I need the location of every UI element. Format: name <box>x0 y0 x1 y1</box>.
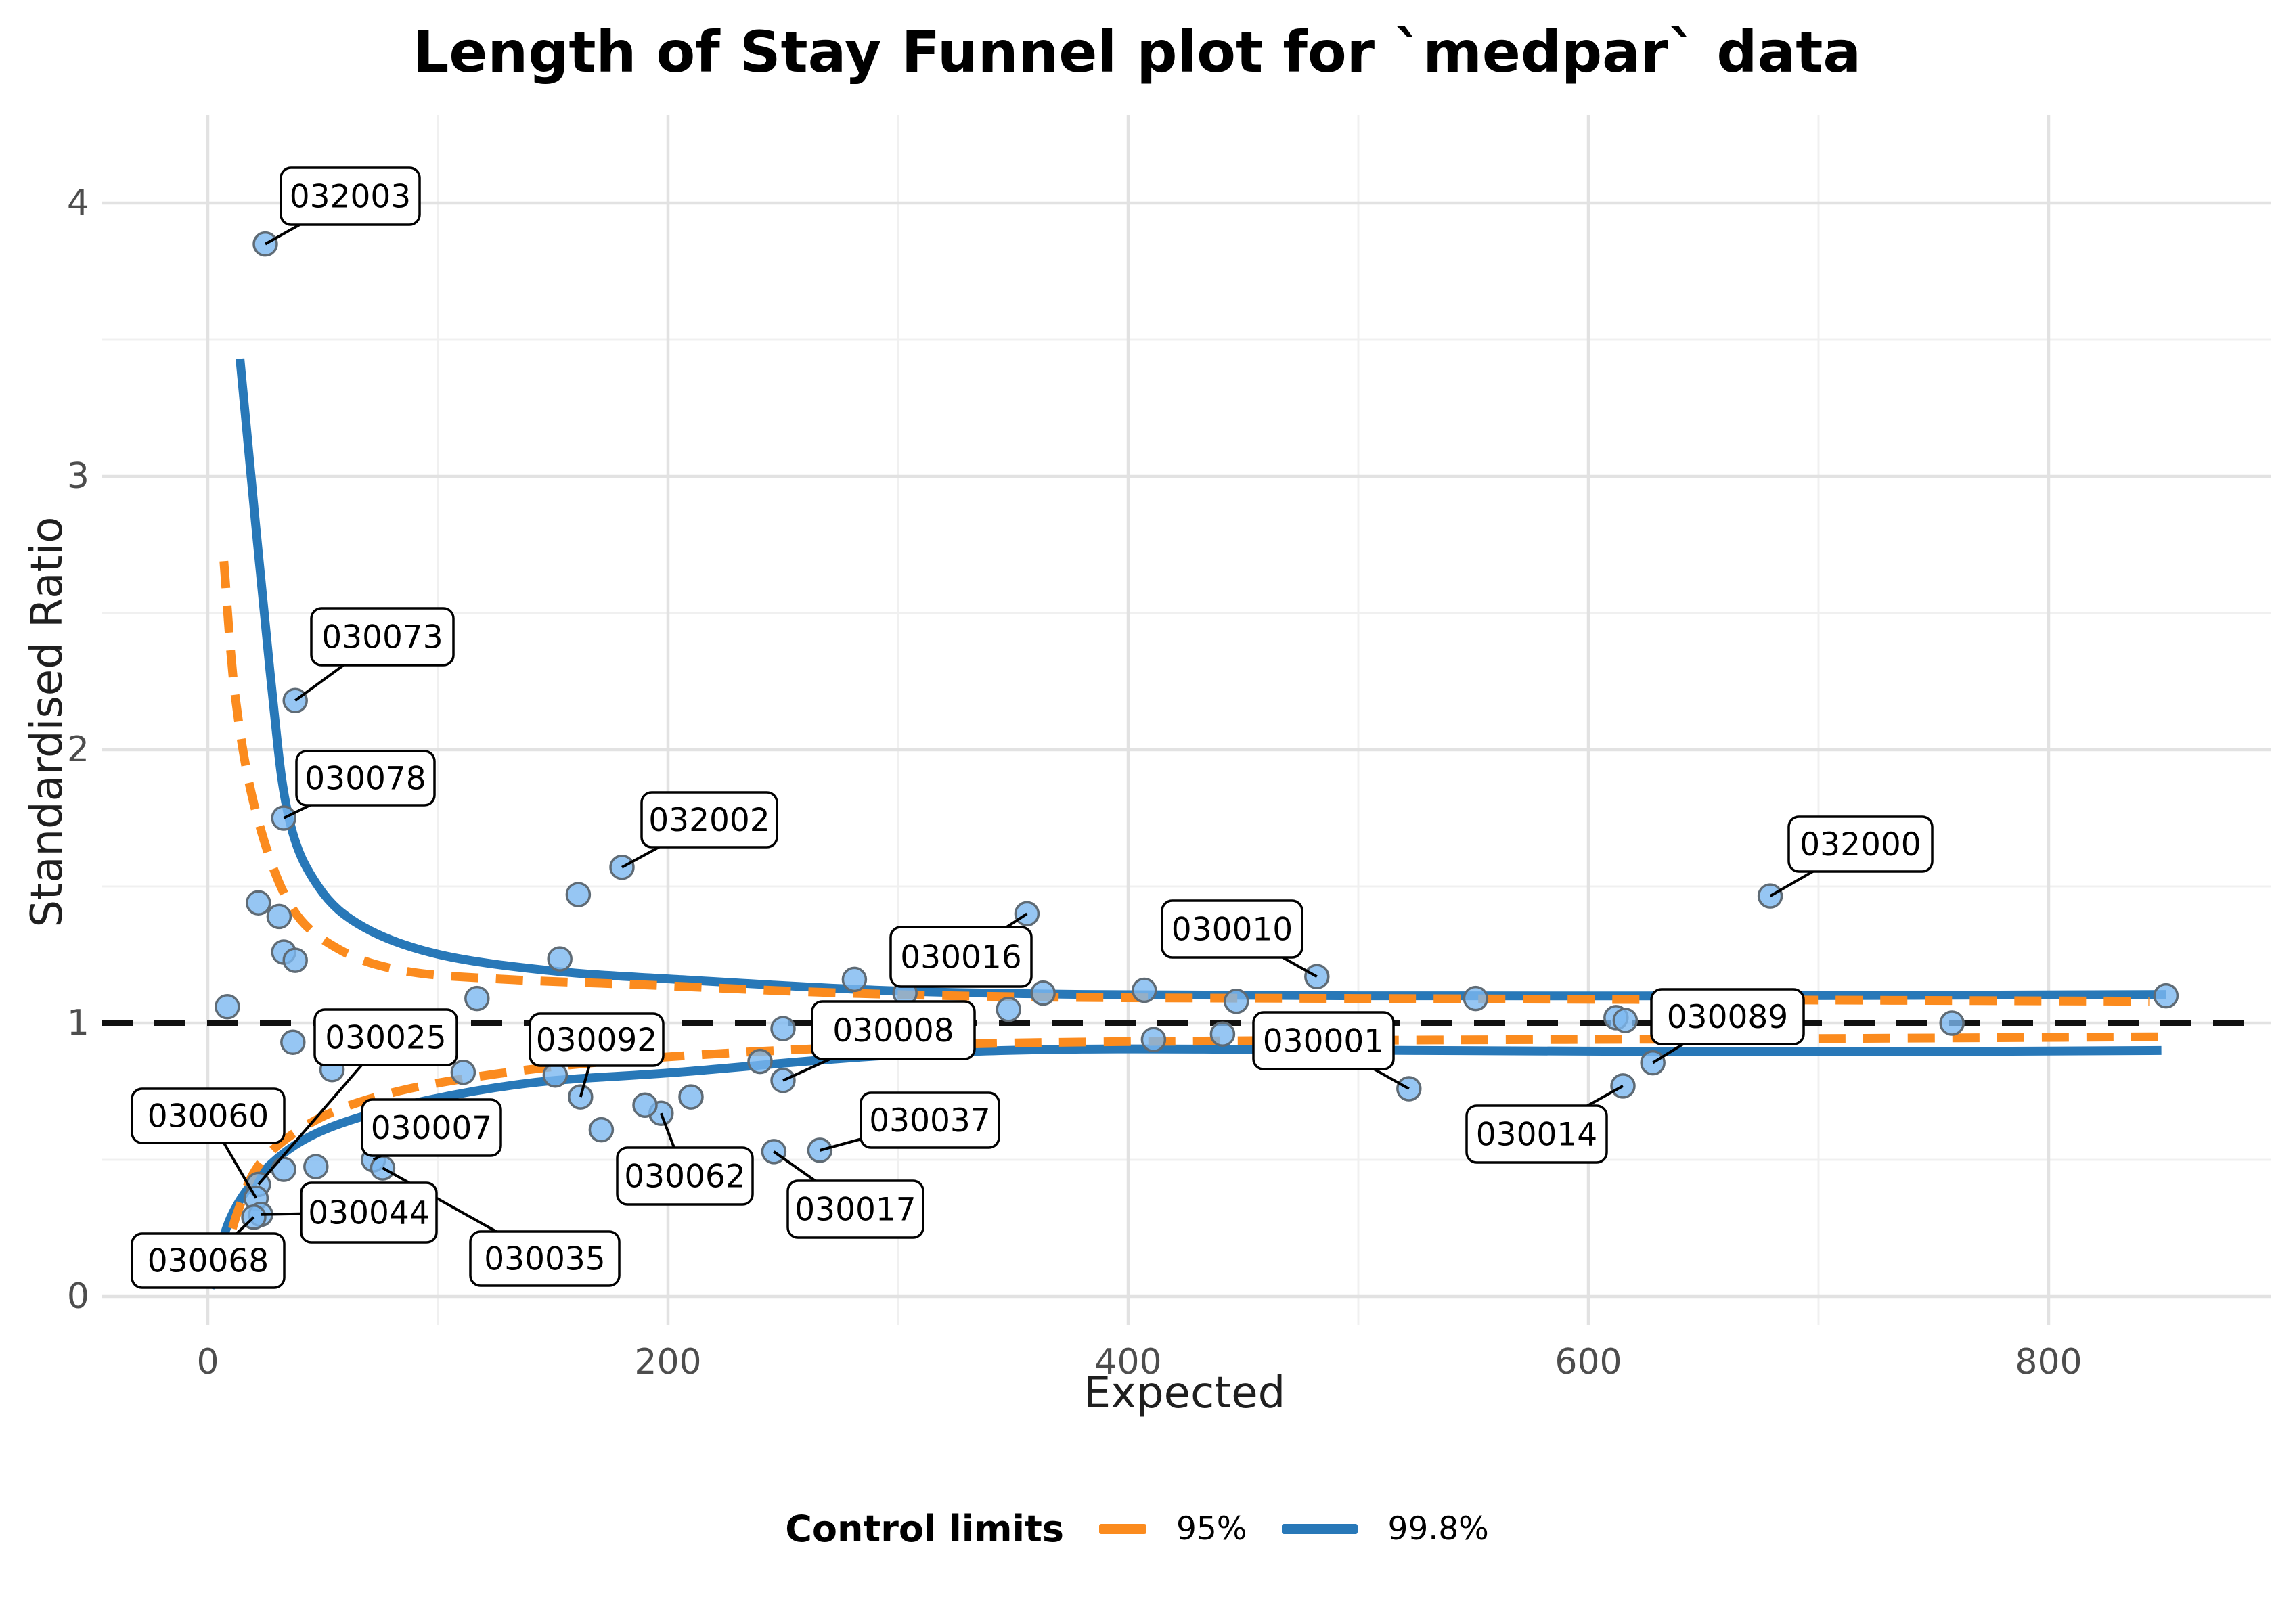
point-label-box-030073 <box>310 607 455 667</box>
point-label-box-030078 <box>295 750 436 807</box>
data-point <box>841 966 868 993</box>
data-point <box>542 1062 568 1088</box>
point-label-030016: 030016 <box>900 939 1021 976</box>
point-label-box-030068 <box>131 1232 286 1289</box>
point-label-box-030060 <box>131 1087 286 1144</box>
point-label-032002: 032002 <box>648 802 770 839</box>
point-label-box-032000 <box>1787 815 1934 873</box>
data-point <box>588 1116 615 1143</box>
data-point <box>1224 988 1249 1014</box>
point-label-030044: 030044 <box>308 1195 429 1232</box>
point-label-box-032002 <box>640 791 778 849</box>
y-tick-label: 2 <box>67 729 89 770</box>
point-label-030068: 030068 <box>148 1243 269 1280</box>
data-point <box>678 1084 704 1110</box>
point-label-030092: 030092 <box>536 1022 657 1059</box>
dashed-line-swatch-icon <box>1099 1524 1146 1534</box>
data-point <box>464 985 490 1012</box>
data-point <box>1132 977 1157 1003</box>
x-tick-label: 400 <box>1094 1342 1161 1382</box>
point-label-032003: 032003 <box>290 179 411 216</box>
x-tick-label: 200 <box>634 1342 701 1382</box>
point-label-030007: 030007 <box>371 1110 492 1147</box>
chart-title: Length of Stay Funnel plot for `medpar` … <box>412 19 1862 85</box>
data-point <box>1463 985 1489 1012</box>
solid-line-swatch-icon <box>1282 1524 1358 1534</box>
data-point <box>1140 1027 1167 1052</box>
point-label-box-030014 <box>1465 1104 1608 1164</box>
data-point <box>450 1059 476 1085</box>
data-point <box>282 947 308 973</box>
plot-area: 0320030300730300780320020300160300100320… <box>67 115 2271 1382</box>
x-axis-title: Expected <box>1083 1368 1286 1418</box>
point-label-box-032003 <box>280 166 421 226</box>
point-label-030001: 030001 <box>1263 1023 1384 1060</box>
data-point <box>1030 980 1056 1006</box>
legend-label-998: 99.8% <box>1387 1510 1489 1548</box>
data-point <box>770 1016 796 1041</box>
data-point <box>215 994 240 1020</box>
y-tick-label: 0 <box>67 1276 89 1317</box>
data-point <box>547 946 573 972</box>
data-point <box>996 997 1021 1022</box>
data-point <box>266 903 292 930</box>
y-tick-label: 4 <box>67 183 89 223</box>
data-point <box>747 1048 773 1075</box>
point-label-030060: 030060 <box>148 1098 269 1135</box>
control-limit-95-upper <box>219 560 2150 1006</box>
point-label-box-030010 <box>1161 899 1303 959</box>
point-label-box-030037 <box>860 1091 1000 1149</box>
point-label-032000: 032000 <box>1800 826 1921 863</box>
point-label-box-030025 <box>313 1008 458 1066</box>
point-label-box-030044 <box>300 1181 438 1244</box>
point-label-box-030001 <box>1252 1011 1395 1070</box>
point-label-box-030089 <box>1650 988 1805 1045</box>
point-label-030078: 030078 <box>305 761 426 798</box>
point-label-030035: 030035 <box>484 1241 605 1278</box>
data-point <box>303 1154 329 1179</box>
data-point <box>565 882 592 907</box>
point-label-box-030016 <box>889 926 1033 988</box>
data-point <box>1939 1010 1965 1036</box>
point-label-box-030092 <box>529 1012 665 1067</box>
point-label-030037: 030037 <box>869 1102 990 1140</box>
point-label-030014: 030014 <box>1476 1116 1597 1154</box>
data-point <box>246 890 271 916</box>
legend: Control limits 95% 99.8% <box>0 1508 2274 1550</box>
point-label-030008: 030008 <box>832 1012 954 1050</box>
x-tick-label: 800 <box>2015 1342 2082 1382</box>
data-point <box>271 1156 296 1182</box>
point-label-030062: 030062 <box>624 1158 745 1196</box>
legend-item-998: 99.8% <box>1282 1510 1489 1548</box>
data-point <box>1612 1008 1638 1033</box>
legend-label-95: 95% <box>1176 1510 1247 1548</box>
data-point <box>2153 983 2179 1009</box>
point-label-box-030008 <box>811 1000 976 1060</box>
point-label-030073: 030073 <box>321 619 443 656</box>
legend-item-95: 95% <box>1099 1510 1247 1548</box>
legend-title: Control limits <box>785 1508 1064 1550</box>
data-point <box>1209 1021 1236 1047</box>
x-tick-label: 0 <box>196 1342 219 1382</box>
data-point <box>280 1029 306 1056</box>
y-tick-label: 1 <box>67 1003 89 1043</box>
point-label-box-030062 <box>616 1146 754 1206</box>
point-label-030017: 030017 <box>795 1192 916 1229</box>
point-label-box-030017 <box>786 1179 924 1239</box>
data-point <box>632 1092 658 1118</box>
x-tick-label: 600 <box>1555 1342 1622 1382</box>
point-label-030089: 030089 <box>1667 999 1788 1036</box>
point-label-030010: 030010 <box>1172 911 1293 949</box>
point-label-030025: 030025 <box>325 1020 446 1057</box>
point-label-box-030035 <box>469 1230 621 1287</box>
point-label-box-030007 <box>361 1098 502 1157</box>
y-tick-label: 3 <box>67 456 89 497</box>
